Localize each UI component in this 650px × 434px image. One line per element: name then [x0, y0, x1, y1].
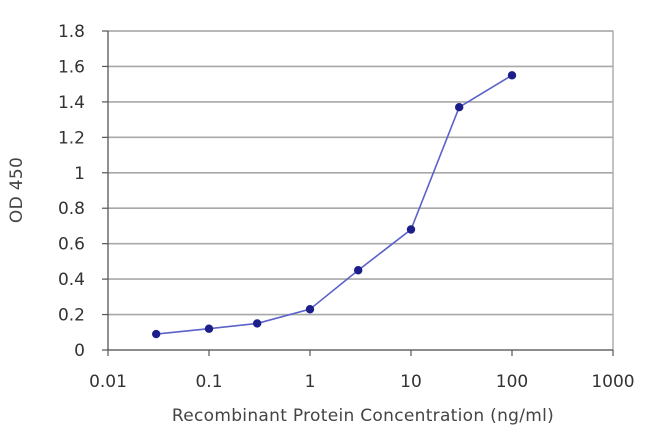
y-tick-label: 1.4 — [58, 93, 85, 113]
plot-area — [107, 30, 614, 351]
x-tick-label: 0.01 — [89, 372, 127, 392]
y-tick-label: 0.4 — [58, 270, 85, 290]
y-axis-label: OD 450 — [7, 157, 27, 223]
y-tick-label: 0.8 — [58, 199, 85, 219]
data-point — [151, 329, 161, 339]
x-axis-ticks: 0.01 0.1 1 10 100 1000 — [89, 350, 635, 392]
grid-lines — [108, 30, 613, 316]
y-tick-label: 1 — [74, 164, 85, 184]
series-line — [156, 74, 513, 335]
y-tick-label: 1.8 — [58, 22, 85, 42]
data-point — [454, 103, 464, 112]
y-tick-label: 0.2 — [58, 306, 85, 326]
y-tick-label: 0.6 — [58, 235, 85, 255]
data-point — [252, 319, 262, 328]
data-point — [305, 305, 315, 314]
data-point — [353, 266, 363, 275]
x-tick-label: 10 — [400, 372, 422, 392]
data-point — [406, 225, 416, 234]
x-tick-label: 100 — [496, 372, 528, 392]
y-axis-ticks: 0 0.2 0.4 0.6 0.8 1 1.2 1.4 1.6 1.8 — [58, 22, 108, 361]
x-tick-label: 0.1 — [195, 372, 222, 392]
data-point — [507, 71, 517, 80]
y-tick-label: 0 — [74, 341, 85, 361]
x-tick-label: 1000 — [591, 372, 634, 392]
y-tick-label: 1.2 — [58, 128, 85, 148]
y-tick-label: 1.6 — [58, 57, 85, 77]
series-group — [151, 71, 517, 339]
x-tick-label: 1 — [305, 372, 316, 392]
data-point — [204, 324, 214, 333]
x-axis-label: Recombinant Protein Concentration (ng/ml… — [172, 406, 554, 426]
